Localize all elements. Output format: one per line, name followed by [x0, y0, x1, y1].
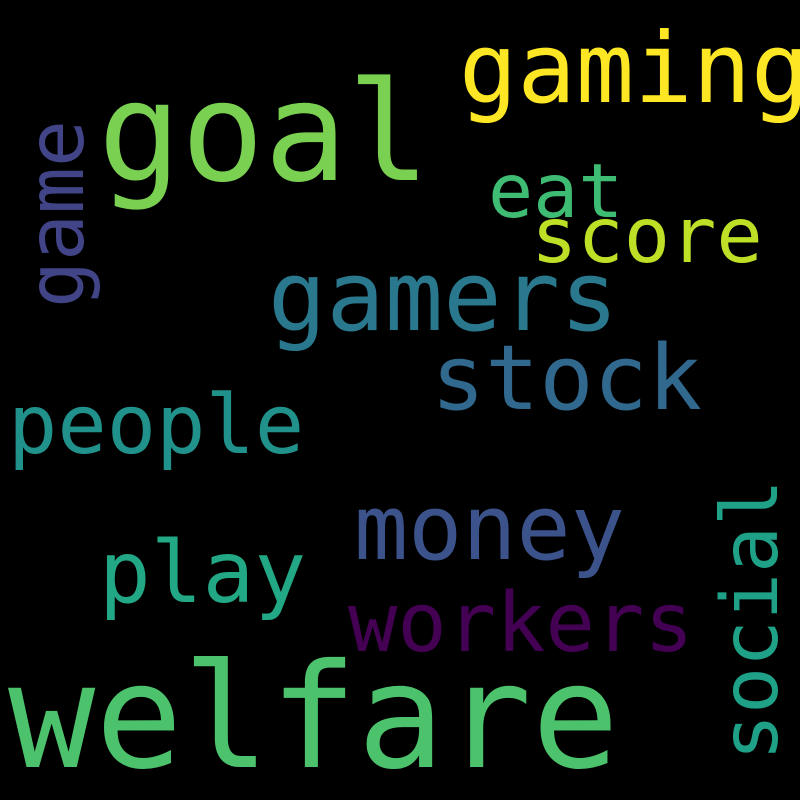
word-goal: goal — [98, 52, 431, 213]
word-stock: stock — [431, 326, 702, 431]
word-people: people — [8, 378, 305, 473]
word-workers: workers — [348, 576, 694, 671]
word-eat: eat — [488, 147, 624, 235]
word-welfare: welfare — [8, 633, 620, 800]
word-score: score — [531, 192, 763, 281]
word-gaming: gaming — [459, 12, 800, 125]
word-game: game — [12, 120, 102, 308]
word-play: play — [99, 523, 307, 623]
word-gamers: gamers — [268, 240, 619, 353]
word-social: social — [706, 479, 796, 761]
word-money: money — [354, 476, 625, 581]
